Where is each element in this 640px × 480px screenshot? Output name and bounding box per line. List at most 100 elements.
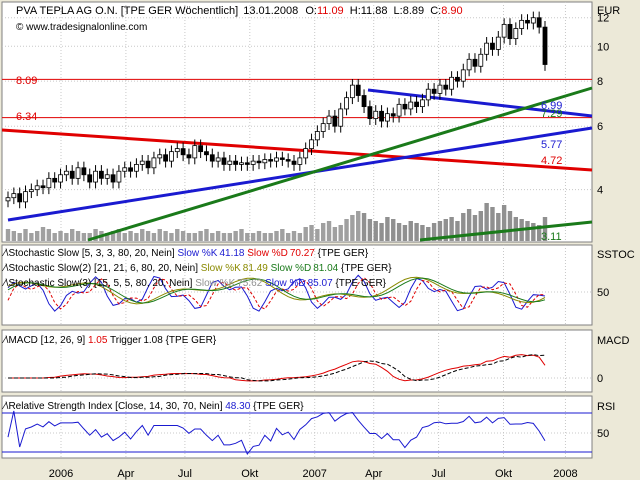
rsi-label: RSI	[597, 401, 615, 413]
candle-down	[17, 193, 23, 203]
volume-bar	[180, 231, 186, 241]
candle-down	[507, 23, 513, 40]
volume-bar	[145, 231, 151, 241]
x-tick-label: Apr	[365, 468, 382, 480]
candle-up	[104, 174, 110, 179]
candle-down	[525, 19, 530, 24]
volume-bar	[151, 233, 157, 241]
volume-bar	[116, 229, 122, 241]
candle-down	[198, 145, 204, 153]
volume-bar	[431, 223, 437, 241]
volume-bar	[75, 231, 81, 241]
candle-up	[338, 108, 344, 127]
rsi-legend: ∕\Relative Strength Index [Close, 14, 30…	[1, 401, 304, 412]
volume-bar	[531, 223, 536, 241]
volume-bar	[501, 205, 507, 241]
candle-down	[542, 26, 548, 65]
candle-up	[93, 170, 98, 183]
volume-bar	[478, 211, 483, 241]
candle-up	[344, 97, 349, 110]
blue-resistance-line	[367, 88, 593, 118]
candle-down	[361, 95, 367, 108]
candle-up	[408, 101, 414, 110]
volume-bar	[52, 233, 57, 241]
candle-down	[379, 110, 384, 122]
candle-up	[309, 139, 314, 150]
volume-bar	[285, 233, 291, 241]
volume-bar	[256, 231, 262, 241]
candle-up	[420, 99, 425, 108]
stoch-legend-3: ∕\Stochastic Slow(3) [15, 5, 5, 80, 20, …	[1, 278, 387, 289]
candle-down	[244, 162, 250, 165]
volume-bar	[64, 233, 69, 241]
macd-line	[8, 354, 546, 382]
candle-down	[180, 148, 186, 156]
candle-down	[69, 170, 75, 179]
candle-down	[355, 84, 361, 96]
candle-up	[11, 193, 17, 199]
candle-down	[443, 84, 449, 90]
watermark: © www.tradesignalonline.com	[16, 22, 147, 33]
candle-up	[151, 157, 157, 169]
candle-up	[227, 160, 233, 165]
line-label-729: 7.29	[541, 108, 562, 120]
volume-bar	[338, 225, 343, 241]
volume-bar	[34, 231, 40, 241]
volume-bar	[326, 221, 332, 241]
volume-bar	[105, 233, 110, 241]
volume-bar	[5, 229, 11, 241]
volume-bar	[40, 227, 46, 241]
volume-bar	[58, 231, 63, 241]
line-label-311: 3.11	[541, 231, 562, 243]
candle-down	[414, 101, 419, 108]
volume-bar	[461, 213, 466, 241]
price-tick-label: 8	[597, 76, 603, 88]
stoch-tick-label: 50	[597, 287, 609, 299]
axis-labels: 4 6 8 10 12 2006 Apr Jul Okt 2007 Apr Jul Okt 2008 50 0…	[49, 13, 609, 480]
candle-up	[157, 154, 163, 159]
level-label-634: 6.34	[16, 111, 37, 123]
volume-bar	[186, 233, 192, 241]
candle-up	[58, 174, 63, 183]
candle-up	[373, 110, 379, 119]
macd-trigger-line	[8, 354, 546, 382]
candle-up	[478, 53, 484, 67]
candle-down	[204, 151, 209, 156]
volume-bar	[239, 229, 244, 241]
price-panel	[1, 1, 593, 243]
volume-bar	[110, 231, 116, 241]
volume-bar	[303, 227, 308, 241]
candle-up	[215, 157, 221, 162]
volume-bar	[204, 229, 209, 241]
volume-bar	[268, 233, 273, 241]
rsi-tick-label: 50	[597, 428, 609, 440]
candle-up	[484, 42, 490, 55]
candle-up	[262, 159, 268, 164]
volume-bar	[221, 233, 227, 241]
volume-bar	[542, 217, 548, 241]
line-label-577: 5.77	[541, 139, 562, 151]
volume-bar	[297, 233, 303, 241]
volume-bar	[443, 219, 448, 241]
candle-up	[519, 19, 525, 29]
candle-down	[40, 185, 46, 189]
volume-bar	[280, 229, 285, 241]
x-tick-label: Okt	[241, 468, 258, 480]
rsi-line	[7, 410, 546, 455]
x-tick-label: 2008	[553, 468, 577, 480]
volume-bar	[227, 233, 233, 241]
volume-bar	[192, 233, 197, 241]
candle-down	[110, 174, 116, 183]
volume-bar	[455, 221, 460, 241]
volume-bar	[449, 217, 454, 241]
volume-bar	[320, 223, 326, 241]
volume-bar	[490, 207, 495, 241]
price-tick-label: 6	[597, 121, 603, 133]
candle-up	[425, 88, 431, 101]
candle-up	[63, 170, 69, 176]
volume-bar	[402, 225, 408, 241]
candle-down	[332, 115, 338, 127]
volume-bar	[291, 231, 297, 241]
volume-bar	[140, 229, 145, 241]
candle-up	[297, 157, 303, 165]
